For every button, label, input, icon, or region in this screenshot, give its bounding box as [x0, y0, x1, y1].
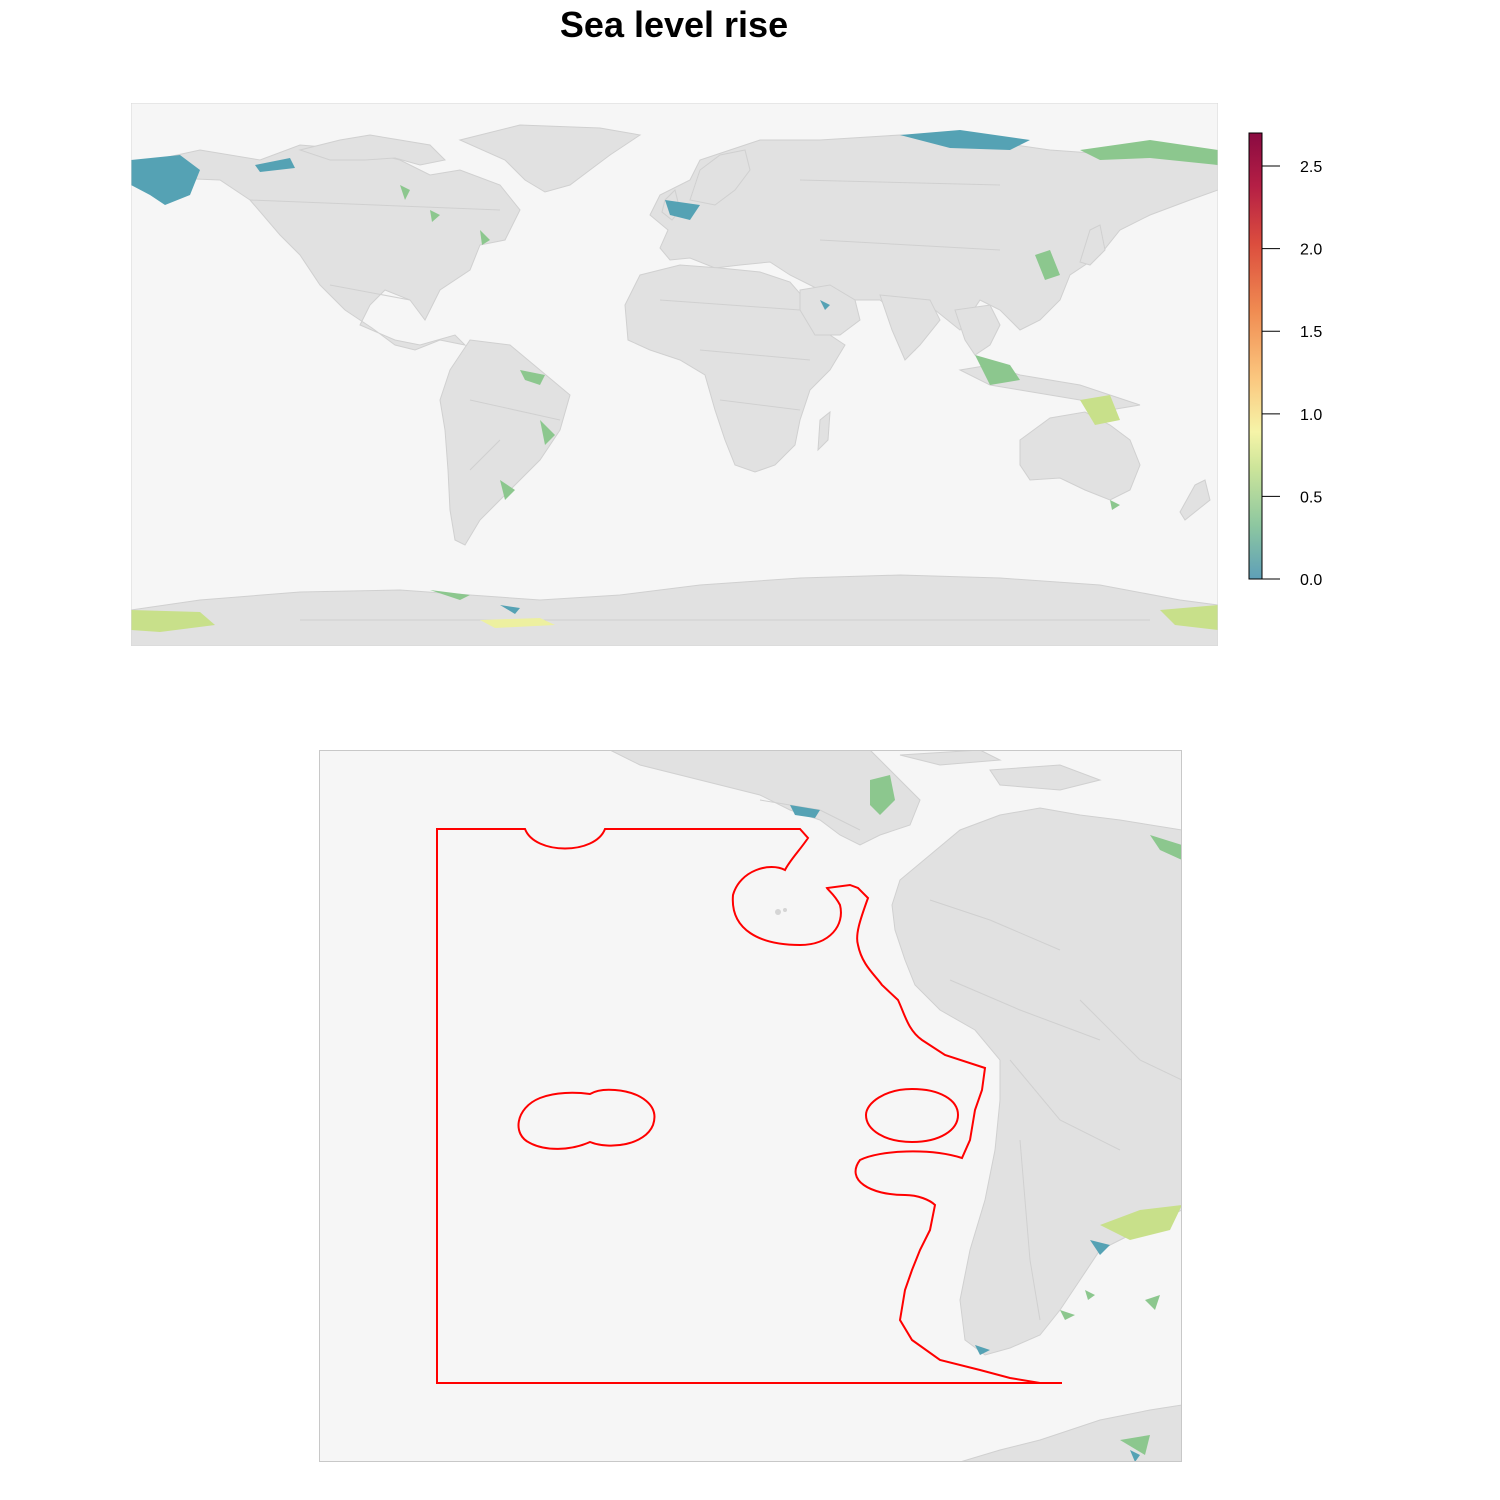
new-zealand: [1179, 479, 1211, 521]
world-map-panel: [131, 103, 1218, 646]
inset-sea-level-raster: [790, 775, 1182, 1462]
scandinavia: [689, 149, 751, 206]
arctic-islands: [298, 134, 447, 166]
colorbar-tick-label: 2.5: [1300, 159, 1322, 176]
legend-colorbar: 0.0 0.5 1.0 1.5 2.0 2.5: [1248, 132, 1322, 589]
island-outline-right: [864, 1087, 960, 1144]
inset-map-panel: [319, 750, 1182, 1462]
antarctica: [131, 574, 1218, 646]
north-america: [131, 144, 521, 351]
colorbar-ticks: 0.0 0.5 1.0 1.5 2.0 2.5: [1262, 159, 1322, 589]
country-borders: [249, 179, 1150, 621]
japan: [1079, 224, 1106, 266]
colorbar-tick-label: 0.0: [1300, 572, 1322, 589]
colorbar-tick-label: 1.0: [1300, 407, 1322, 424]
south-america-inset: [891, 807, 1182, 1356]
colorbar-tick-label: 2.0: [1300, 242, 1322, 259]
africa: [624, 264, 846, 473]
madagascar: [817, 410, 831, 452]
boundary-outline: [436, 828, 1062, 1384]
eurasia: [649, 134, 1218, 352]
southeast-asia: [954, 304, 1001, 356]
greenland: [458, 124, 642, 193]
caribbean-islands: [989, 764, 1102, 791]
india: [879, 294, 941, 361]
arabia: [799, 284, 861, 336]
chart-title: Sea level rise: [559, 4, 789, 45]
cuba: [899, 750, 1002, 766]
colorbar-tick-label: 0.5: [1300, 489, 1322, 506]
south-america: [439, 339, 571, 546]
world-sea-level-raster: [131, 130, 1218, 632]
colorbar-gradient: [1248, 132, 1263, 580]
island-outline-left: [517, 1088, 656, 1150]
australia: [1019, 411, 1141, 501]
antarctic-peninsula: [959, 1404, 1182, 1462]
colorbar-tick-label: 1.5: [1300, 324, 1322, 341]
